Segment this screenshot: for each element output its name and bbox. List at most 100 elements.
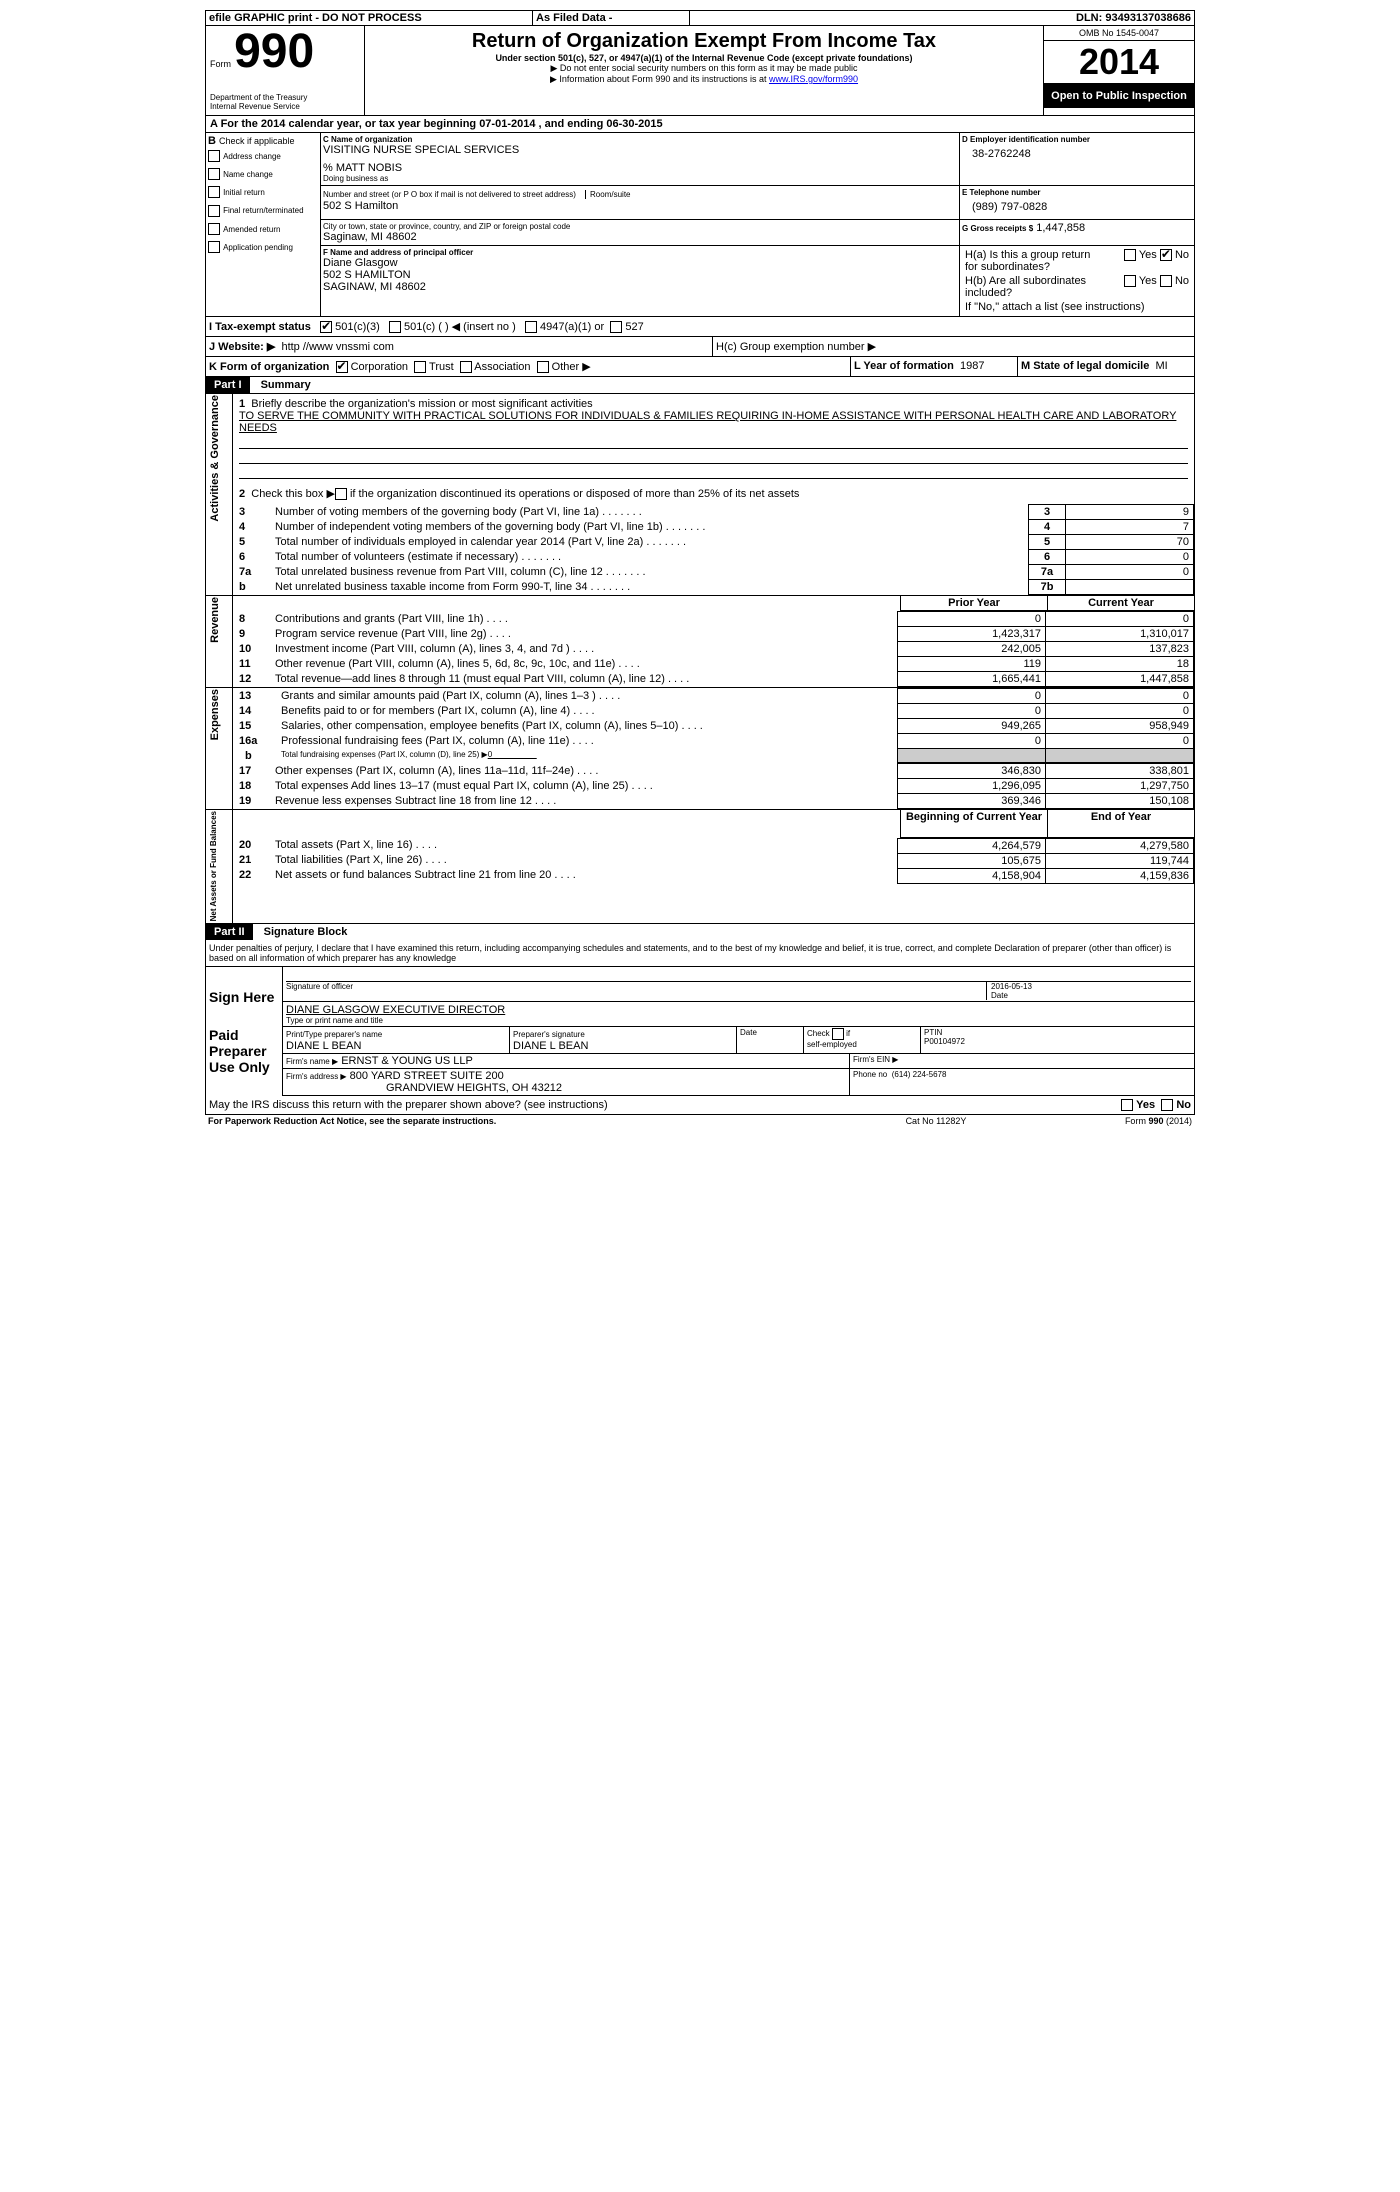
b-checkbox[interactable] [208, 241, 220, 253]
data-row: 9Program service revenue (Part VIII, lin… [233, 627, 1194, 642]
firm-phone-label: Phone no [853, 1070, 887, 1079]
line2-checkbox[interactable] [335, 488, 347, 500]
i-527-checkbox[interactable] [610, 321, 622, 333]
city-label: City or town, state or province, country… [323, 222, 957, 231]
preparer-sig: DIANE L BEAN [513, 1040, 588, 1052]
part-i: Part I Summary Activities & Governance 1… [205, 377, 1195, 924]
discuss-yes-checkbox[interactable] [1121, 1099, 1133, 1111]
d-label: D Employer identification number [962, 135, 1192, 144]
self-employed-cell: Check ifself-employed [804, 1027, 921, 1053]
side-governance: Activities & Governance [209, 395, 221, 522]
care-of: % MATT NOBIS [323, 162, 957, 174]
data-row: 14Benefits paid to or for members (Part … [233, 704, 1194, 719]
b-checkbox[interactable] [208, 205, 220, 217]
data-row: 11Other revenue (Part VIII, column (A), … [233, 657, 1194, 672]
b-checkbox[interactable] [208, 150, 220, 162]
k-checkbox[interactable] [537, 361, 549, 373]
part-i-header: Part I [206, 377, 250, 393]
data-row: 16aProfessional fundraising fees (Part I… [233, 734, 1194, 749]
discuss-no-checkbox[interactable] [1161, 1099, 1173, 1111]
phone: (989) 797-0828 [962, 197, 1192, 217]
sig-officer-label: Signature of officer [286, 982, 986, 1000]
firm-name: ERNST & YOUNG US LLP [341, 1055, 473, 1067]
b-checkbox[interactable] [208, 168, 220, 180]
line-j-hc: J Website: ▶ http //www vnssmi com H(c) … [205, 336, 1195, 356]
asfiled-label: As Filed Data - [533, 11, 690, 26]
section-bcdefg: B Check if applicable Address change Nam… [205, 133, 1195, 316]
ha-no-checkbox[interactable] [1160, 249, 1172, 261]
hb-yes-checkbox[interactable] [1124, 275, 1136, 287]
prep-name-label: Print/Type preparer's name [286, 1030, 382, 1039]
b-checkbox-item: Initial return [208, 183, 318, 201]
year-formation: 1987 [960, 360, 984, 372]
top-bar: efile GRAPHIC print - DO NOT PROCESS As … [205, 10, 1195, 26]
efile-notice: efile GRAPHIC print - DO NOT PROCESS [206, 11, 533, 26]
e-label: E Telephone number [962, 188, 1192, 197]
data-row: 12Total revenue—add lines 8 through 11 (… [233, 672, 1194, 687]
ptin-label: PTIN [924, 1028, 942, 1037]
dept-line1: Department of the Treasury [210, 93, 360, 102]
i-501c-checkbox[interactable] [389, 321, 401, 333]
officer-name: Diane Glasgow [323, 257, 957, 269]
data-row: 19Revenue less expenses Subtract line 18… [233, 794, 1194, 809]
firm-addr2: GRANDVIEW HEIGHTS, OH 43212 [286, 1082, 562, 1094]
data-row: 13Grants and similar amounts paid (Part … [233, 689, 1194, 704]
irs-link[interactable]: www.IRS.gov/form990 [769, 74, 858, 84]
data-row: 22Net assets or fund balances Subtract l… [233, 868, 1194, 883]
side-revenue: Revenue [209, 597, 221, 643]
dept-line2: Internal Revenue Service [210, 102, 360, 111]
gov-row: 5Total number of individuals employed in… [233, 535, 1194, 550]
side-balances: Net Assets or Fund Balances [209, 811, 218, 921]
info-link-line: ▶ Information about Form 990 and its ins… [375, 74, 1033, 85]
self-employed-checkbox[interactable] [832, 1028, 844, 1040]
ha-yes-checkbox[interactable] [1124, 249, 1136, 261]
col-current-year: Current Year [1048, 596, 1195, 611]
type-name-label: Type or print name and title [286, 1016, 1191, 1025]
dba-label: Doing business as [323, 174, 957, 183]
b-checkbox[interactable] [208, 186, 220, 198]
line-klm: K Form of organization Corporation Trust… [205, 356, 1195, 377]
hc-label: H(c) Group exemption number ▶ [713, 337, 1195, 357]
website: http //www vnssmi com [281, 341, 393, 353]
tax-year: 2014 [1044, 41, 1194, 84]
i-label: I Tax-exempt status [209, 321, 311, 333]
data-row: 18Total expenses Add lines 13–17 (must e… [233, 779, 1194, 794]
mission: TO SERVE THE COMMUNITY WITH PRACTICAL SO… [239, 410, 1176, 434]
firm-ein-label: Firm's EIN ▶ [850, 1054, 1195, 1068]
firm-addr-label: Firm's address ▶ [286, 1072, 347, 1081]
gov-row: 7aTotal unrelated business revenue from … [233, 565, 1194, 580]
k-checkbox[interactable] [414, 361, 426, 373]
org-name: VISITING NURSE SPECIAL SERVICES [323, 144, 957, 156]
prep-date-label: Date [737, 1027, 804, 1053]
part-i-title: Summary [253, 379, 311, 391]
b-checkbox-item: Final return/terminated [208, 201, 318, 219]
j-label: J Website: ▶ [209, 341, 275, 353]
g-label: G Gross receipts $ [962, 224, 1033, 233]
gov-row: 4Number of independent voting members of… [233, 520, 1194, 535]
side-expenses: Expenses [209, 689, 221, 740]
f-label: F Name and address of principal officer [323, 248, 957, 257]
street-label: Number and street (or P O box if mail is… [323, 190, 576, 199]
i-501c3-checkbox[interactable] [320, 321, 332, 333]
i-4947-checkbox[interactable] [525, 321, 537, 333]
open-inspection: Open to Public Inspection [1044, 84, 1194, 108]
form-subtitle: Under section 501(c), 527, or 4947(a)(1)… [375, 53, 1033, 63]
ha-answer: Yes No [1096, 248, 1192, 274]
ptin: P00104972 [924, 1037, 965, 1046]
hb-no-checkbox[interactable] [1160, 275, 1172, 287]
dln: DLN: 93493137038686 [690, 11, 1195, 26]
ha-label: H(a) Is this a group return for subordin… [962, 248, 1096, 274]
street: 502 S Hamilton [323, 200, 957, 212]
perjury-declaration: Under penalties of perjury, I declare th… [206, 940, 1195, 967]
k-checkbox[interactable] [336, 361, 348, 373]
k-checkbox[interactable] [460, 361, 472, 373]
hb-note: If "No," attach a list (see instructions… [962, 300, 1192, 314]
c-name-label: C Name of organization [323, 135, 957, 144]
b-label: B Check if applicable [208, 135, 318, 147]
line2-text: Check this box ▶ if the organization dis… [251, 488, 799, 500]
gov-row: 6Total number of volunteers (estimate if… [233, 550, 1194, 565]
hb-label: H(b) Are all subordinates included? [962, 274, 1096, 300]
col-prior-year: Prior Year [901, 596, 1048, 611]
m-label: M State of legal domicile [1021, 360, 1149, 372]
b-checkbox[interactable] [208, 223, 220, 235]
